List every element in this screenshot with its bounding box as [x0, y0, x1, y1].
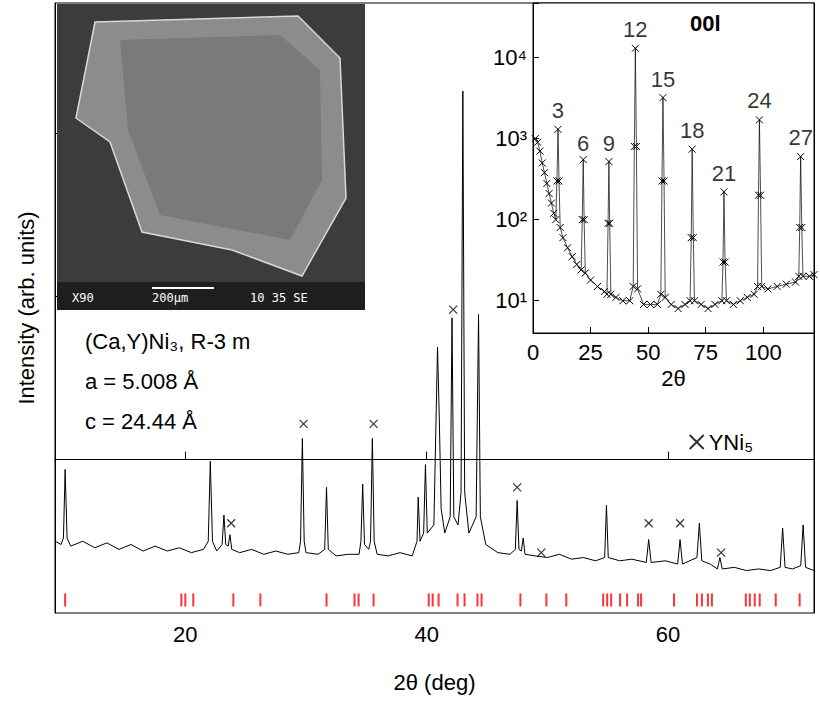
- svg-text:75: 75: [694, 340, 718, 365]
- svg-text:24: 24: [747, 88, 771, 113]
- svg-text:00l: 00l: [690, 11, 721, 36]
- svg-text:c = 24.44 Å: c = 24.44 Å: [85, 409, 197, 434]
- svg-text:27: 27: [788, 125, 812, 150]
- svg-text:a = 5.008 Å: a = 5.008 Å: [85, 369, 198, 394]
- svg-text:3: 3: [552, 98, 564, 123]
- svg-text:200μm: 200μm: [152, 291, 188, 305]
- svg-text:10¹: 10¹: [495, 288, 527, 313]
- svg-text:10 35 SE: 10 35 SE: [250, 291, 308, 305]
- svg-text:40: 40: [414, 622, 438, 647]
- svg-text:2θ (deg): 2θ (deg): [394, 670, 476, 695]
- svg-text:10³: 10³: [495, 126, 527, 151]
- svg-text:25: 25: [578, 340, 602, 365]
- svg-text:YNi₅: YNi₅: [709, 430, 753, 455]
- svg-text:X90: X90: [72, 291, 94, 305]
- svg-text:12: 12: [623, 17, 647, 42]
- svg-text:Intensity (arb. units): Intensity (arb. units): [14, 211, 39, 404]
- svg-text:15: 15: [651, 67, 675, 92]
- svg-text:10⁴: 10⁴: [493, 45, 527, 70]
- svg-text:60: 60: [656, 622, 680, 647]
- svg-text:21: 21: [712, 161, 736, 186]
- svg-text:50: 50: [636, 340, 660, 365]
- svg-text:(Ca,Y)Ni₃, R-3 m: (Ca,Y)Ni₃, R-3 m: [85, 329, 250, 354]
- svg-text:0: 0: [527, 340, 539, 365]
- svg-text:6: 6: [577, 131, 589, 156]
- svg-text:20: 20: [173, 622, 197, 647]
- svg-text:10²: 10²: [495, 207, 527, 232]
- svg-text:18: 18: [680, 118, 704, 143]
- svg-text:100: 100: [745, 340, 782, 365]
- svg-text:2θ: 2θ: [661, 366, 685, 391]
- svg-text:9: 9: [603, 131, 615, 156]
